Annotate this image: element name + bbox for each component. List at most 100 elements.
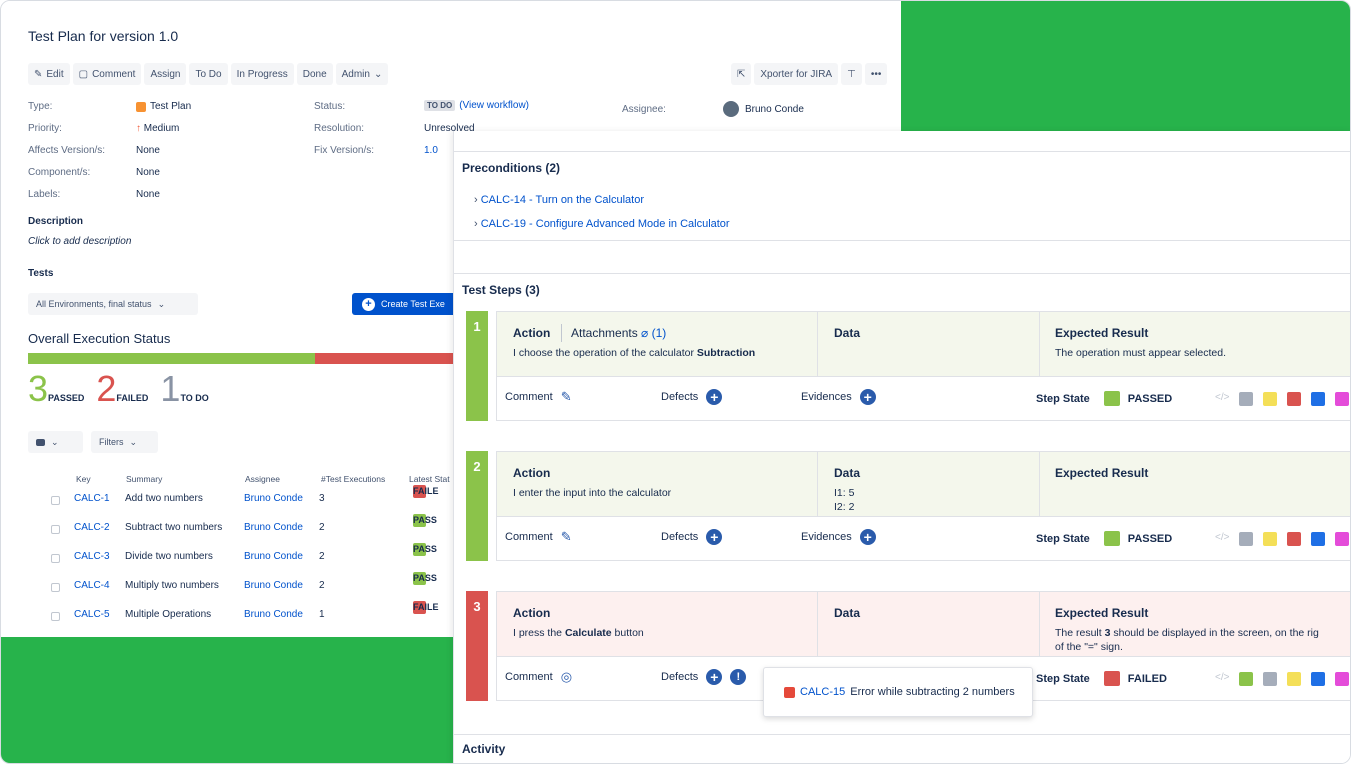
comment-button[interactable]: ▢ Comment xyxy=(72,63,142,85)
latest-status-text: PASS xyxy=(413,515,437,525)
preconditions-heading: Preconditions (2) xyxy=(462,161,561,175)
row-checkbox[interactable] xyxy=(51,583,60,592)
assignee-link[interactable]: Bruno Conde xyxy=(244,522,303,533)
code-icon[interactable]: </> xyxy=(1215,672,1230,683)
state-color-option[interactable] xyxy=(1311,392,1325,406)
table-row[interactable]: CALC-5 Multiple Operations Bruno Conde 1 FAI… xyxy=(46,600,466,637)
edit-button[interactable]: ✎ Edit xyxy=(28,63,70,85)
in-progress-button[interactable]: In Progress xyxy=(230,63,294,85)
column-header-summary[interactable]: Summary xyxy=(126,474,163,484)
status-color-icon xyxy=(413,513,426,527)
state-color-option[interactable] xyxy=(1263,672,1277,686)
test-key-link[interactable]: CALC-2 xyxy=(74,522,110,533)
step-state-value[interactable]: PASSED xyxy=(1127,532,1173,545)
attachments-header[interactable]: Attachments ⌀ (1) xyxy=(571,326,666,340)
test-key-link[interactable]: CALC-4 xyxy=(74,580,110,591)
row-checkbox[interactable] xyxy=(51,612,60,621)
step-state-value[interactable]: PASSED xyxy=(1127,392,1173,405)
state-color-option[interactable] xyxy=(1335,672,1349,686)
state-color-option[interactable] xyxy=(1239,532,1253,546)
row-checkbox[interactable] xyxy=(51,496,60,505)
action-cell[interactable]: I choose the operation of the calculator… xyxy=(513,346,755,360)
state-color-option[interactable] xyxy=(1311,532,1325,546)
step-state-value[interactable]: FAILED xyxy=(1127,672,1167,685)
filters-dropdown[interactable]: Filters ⌄ xyxy=(91,431,158,453)
assignee-value[interactable]: Bruno Conde xyxy=(723,101,804,117)
add-defect-icon[interactable]: + xyxy=(706,529,723,545)
test-key-link[interactable]: CALC-5 xyxy=(74,609,110,620)
assignee-link[interactable]: Bruno Conde xyxy=(244,580,303,591)
precondition-link[interactable]: › CALC-19 - Configure Advanced Mode in C… xyxy=(474,218,730,230)
fix-version-label: Fix Version/s: xyxy=(314,145,375,156)
column-header-key[interactable]: Key xyxy=(76,474,91,484)
defect-alert-icon[interactable]: ! xyxy=(730,669,747,685)
add-evidence-icon[interactable]: + xyxy=(859,529,876,545)
done-button[interactable]: Done xyxy=(296,63,333,85)
state-color-option[interactable] xyxy=(1287,532,1301,546)
comment-bubble-icon[interactable]: ◎ xyxy=(560,669,573,684)
pencil-icon[interactable]: ✎ xyxy=(560,389,572,404)
admin-label: Admin xyxy=(341,68,370,80)
description-placeholder[interactable]: Click to add description xyxy=(28,236,132,247)
state-color-option[interactable] xyxy=(1239,672,1253,686)
share-button[interactable]: ⇱ xyxy=(731,63,752,85)
assign-button[interactable]: Assign xyxy=(144,63,187,85)
view-workflow-link[interactable]: (View workflow) xyxy=(459,100,530,111)
precondition-link[interactable]: › CALC-14 - Turn on the Calculator xyxy=(474,194,644,206)
assignee-link[interactable]: Bruno Conde xyxy=(244,493,303,504)
code-icon[interactable]: </> xyxy=(1215,392,1230,403)
table-row[interactable]: CALC-1 Add two numbers Bruno Conde 3 FAILE xyxy=(46,484,466,521)
defect-item[interactable]: CALC-15 Error while subtracting 2 number… xyxy=(784,686,1015,698)
state-color-option[interactable] xyxy=(1263,392,1277,406)
step-state: Step State PASSED xyxy=(1036,391,1172,406)
table-row[interactable]: CALC-2 Subtract two numbers Bruno Conde 2 PA… xyxy=(46,513,466,550)
action-cell[interactable]: I press the Calculate button xyxy=(513,626,644,640)
column-header-assignee[interactable]: Assignee xyxy=(245,474,280,484)
state-color-option[interactable] xyxy=(1287,392,1301,406)
assignee-link[interactable]: Bruno Conde xyxy=(244,609,303,620)
table-row[interactable]: CALC-3 Divide two numbers Bruno Conde 2 PASS xyxy=(46,542,466,579)
affects-label: Affects Version/s: xyxy=(28,145,106,156)
action-bold-text: Subtraction xyxy=(696,347,756,359)
state-color-option[interactable] xyxy=(1239,392,1253,406)
column-header-executions[interactable]: #Test Executions xyxy=(321,474,386,484)
test-key-link[interactable]: CALC-3 xyxy=(74,551,110,562)
environment-filter[interactable]: All Environments, final status ⌄ xyxy=(28,293,198,315)
code-icon[interactable]: </> xyxy=(1215,532,1230,543)
row-checkbox[interactable] xyxy=(51,525,60,534)
defect-popup[interactable]: CALC-15 Error while subtracting 2 number… xyxy=(763,667,1033,717)
action-cell[interactable]: I enter the input into the calculator xyxy=(513,486,671,500)
test-key-link[interactable]: CALC-1 xyxy=(74,493,110,504)
add-defect-icon[interactable]: + xyxy=(706,669,723,685)
state-color-option[interactable] xyxy=(1263,532,1277,546)
failed-count: 2 FAILED xyxy=(96,371,148,407)
add-defect-icon[interactable]: + xyxy=(706,389,723,405)
todo-button[interactable]: To Do xyxy=(189,63,228,85)
state-color-option[interactable] xyxy=(1335,392,1349,406)
precondition-text: CALC-14 - Turn on the Calculator xyxy=(480,194,644,206)
column-selector[interactable]: ⌄ xyxy=(28,431,83,453)
column-header-latest-status[interactable]: Latest Stat xyxy=(409,474,450,484)
table-row[interactable]: CALC-4 Multiply two numbers Bruno Conde 2 PA… xyxy=(46,571,466,608)
state-color-option[interactable] xyxy=(1287,672,1301,686)
add-evidence-icon[interactable]: + xyxy=(859,389,876,405)
pencil-icon[interactable]: ✎ xyxy=(560,529,572,544)
expected-cell[interactable]: The operation must appear selected. xyxy=(1055,346,1226,360)
status-badge: TO DO xyxy=(424,100,456,111)
table-icon xyxy=(36,438,45,446)
data-cell[interactable]: I1: 5 I2: 2 xyxy=(834,486,854,514)
assignee-link[interactable]: Bruno Conde xyxy=(244,551,303,562)
more-button[interactable]: ••• xyxy=(864,63,888,85)
create-test-execution-button[interactable]: + Create Test Exe xyxy=(352,293,462,315)
execution-count: 3 xyxy=(319,493,325,504)
expected-cell[interactable]: The result 3 should be displayed in the … xyxy=(1055,626,1319,654)
admin-dropdown[interactable]: Admin ⌄ xyxy=(335,63,389,85)
state-color-option[interactable] xyxy=(1311,672,1325,686)
row-checkbox[interactable] xyxy=(51,554,60,563)
defect-key-link[interactable]: CALC-15 xyxy=(800,686,846,698)
state-color-option[interactable] xyxy=(1335,532,1349,546)
fix-version-value[interactable]: 1.0 xyxy=(424,145,438,156)
xporter-button[interactable]: Xporter for JIRA xyxy=(754,63,839,85)
assignee-name: Bruno Conde xyxy=(745,103,804,115)
export-button[interactable]: ⊤ xyxy=(841,63,862,85)
